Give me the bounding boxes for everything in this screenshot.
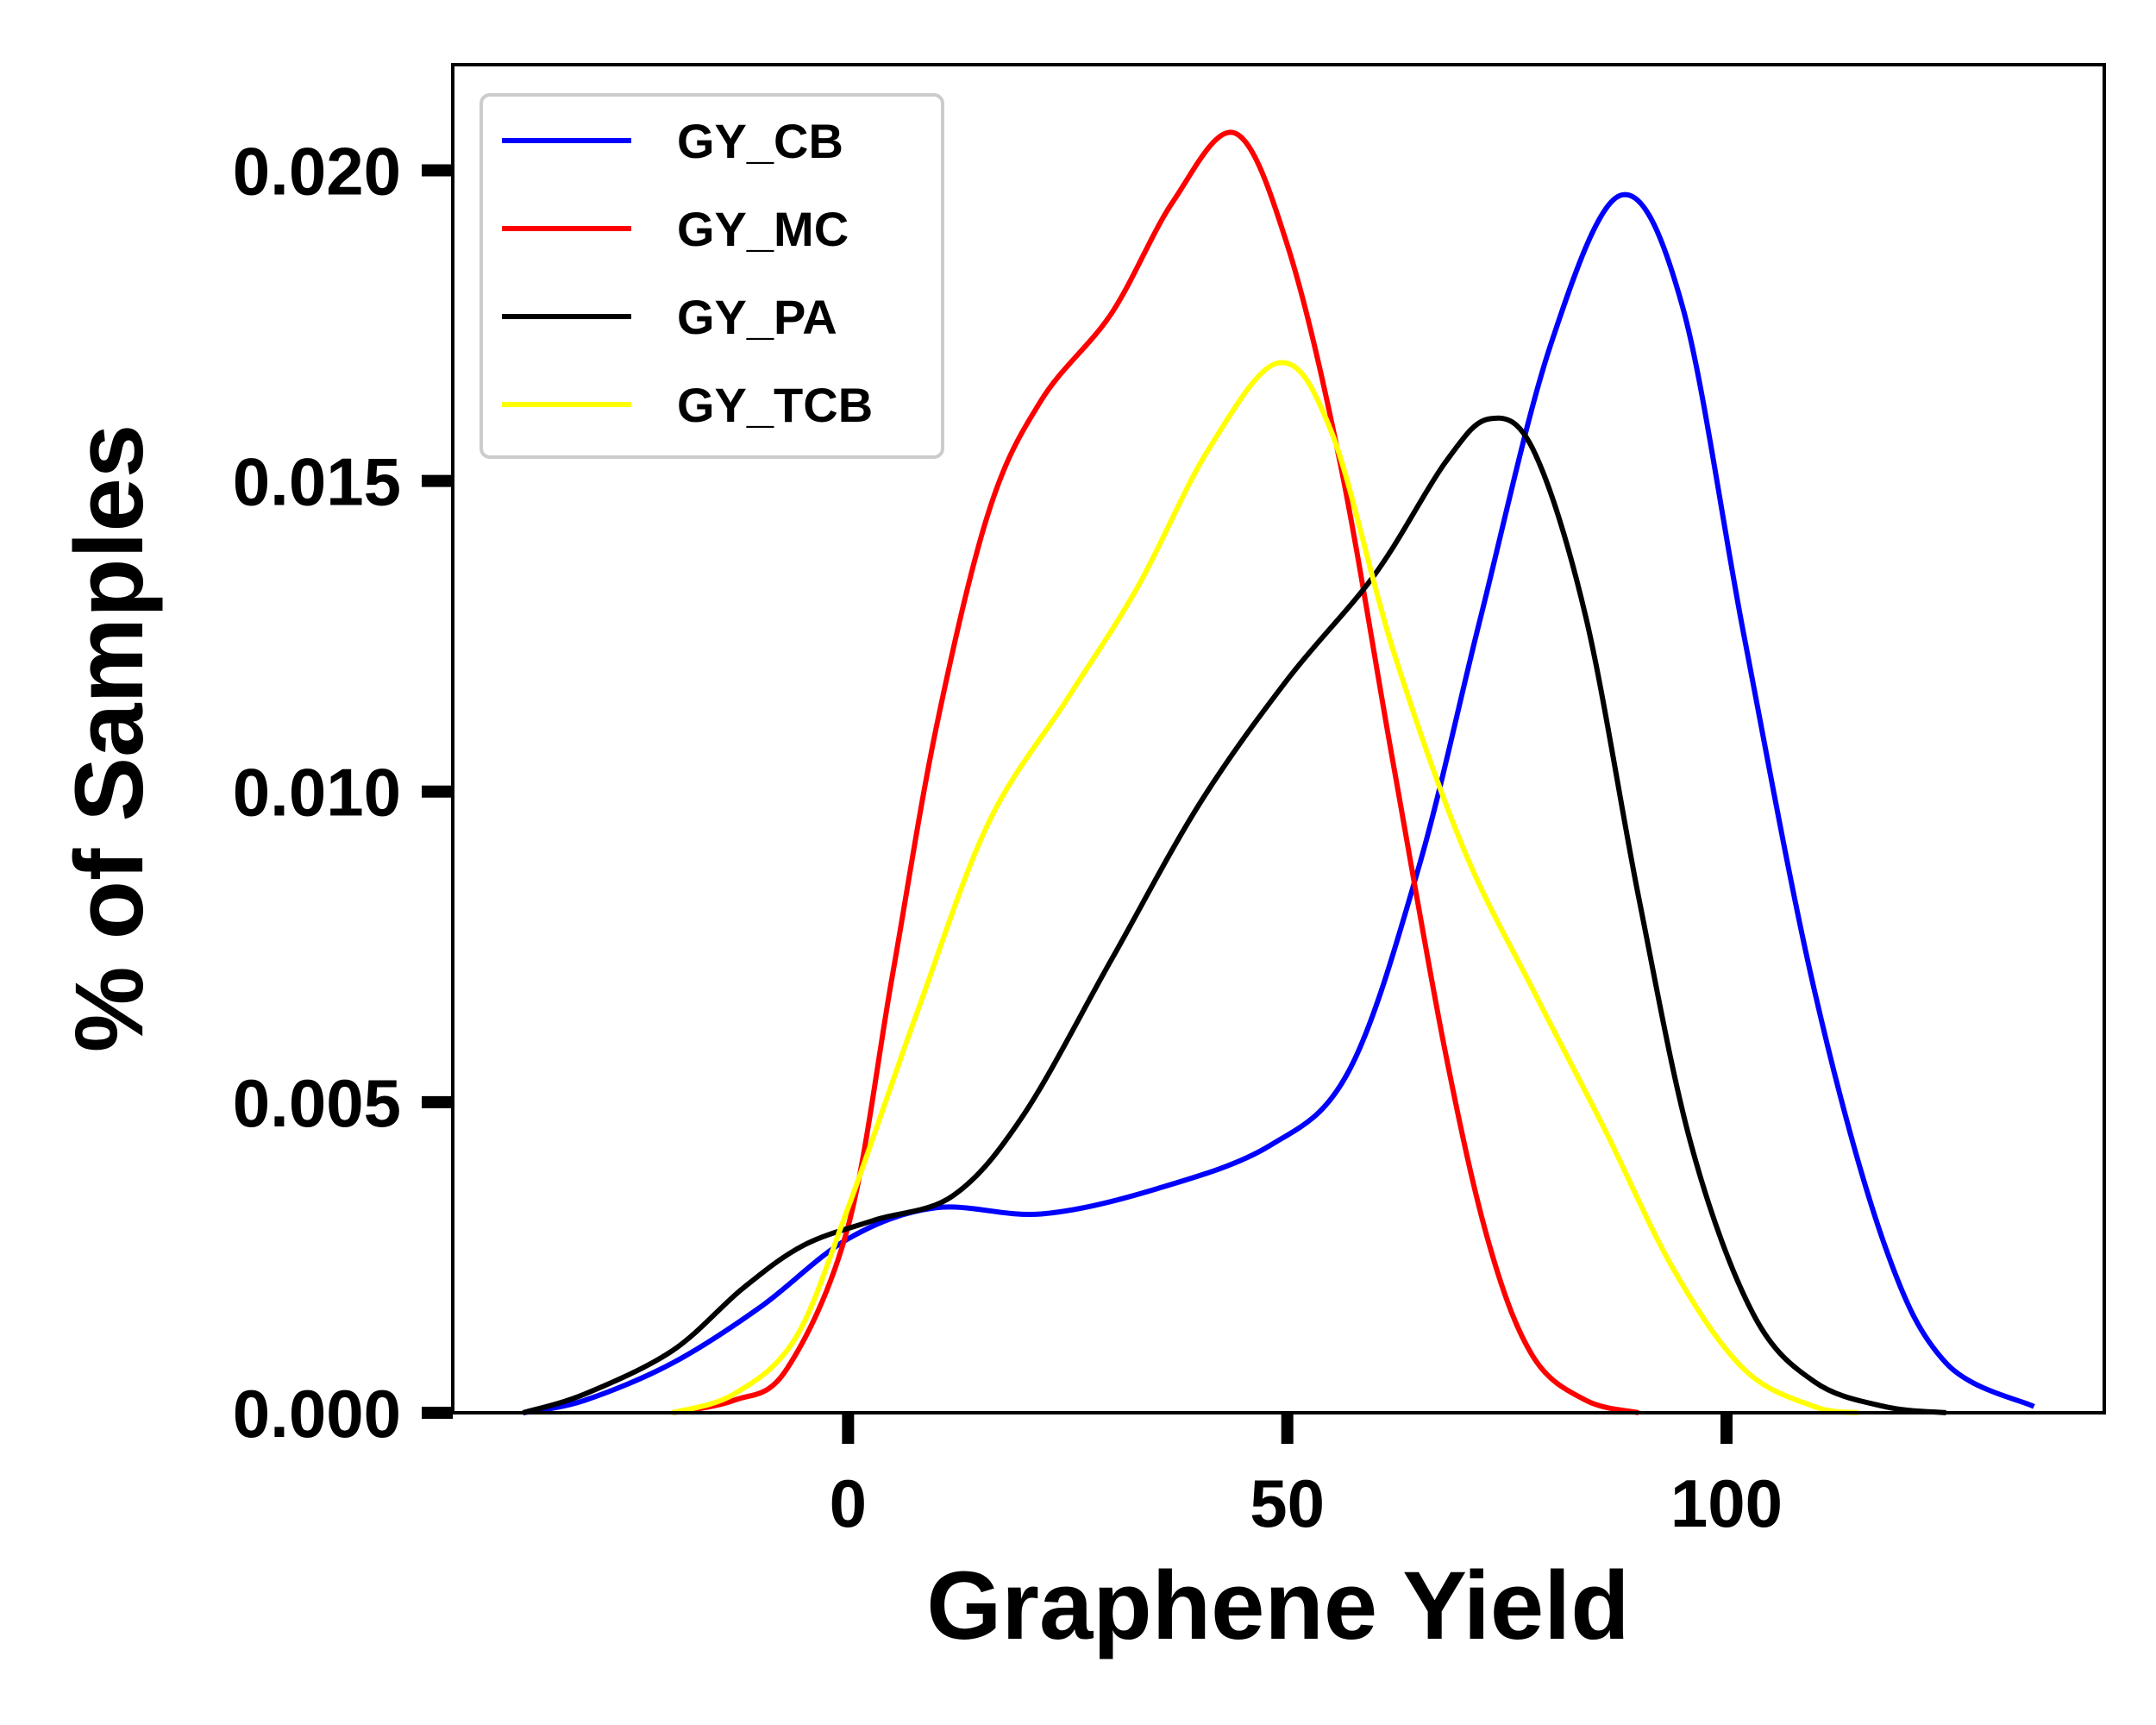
y-tick-label: 0.000: [233, 1376, 401, 1452]
x-axis: 0 50 100: [830, 1413, 1783, 1541]
y-axis: 0.000 0.005 0.010 0.015 0.020: [233, 133, 453, 1452]
y-axis-title: % of Samples: [55, 424, 163, 1052]
x-axis-title: Graphene Yield: [926, 1552, 1629, 1659]
y-tick-label: 0.010: [233, 755, 401, 831]
legend-label: GY_MC: [677, 202, 849, 256]
legend-box: [479, 93, 944, 459]
series-line-gy-tcb: [671, 360, 1859, 1415]
series-layer: [522, 129, 2035, 1415]
y-tick-label: 0.015: [233, 444, 401, 520]
y-tick-label: 0.020: [233, 133, 401, 209]
plot-frame: [451, 63, 2106, 1414]
x-tick-label: 100: [1670, 1465, 1783, 1541]
series-line-gy-mc: [672, 129, 1639, 1415]
series-line-gy-cb: [522, 191, 2035, 1415]
legend-label: GY_CB: [677, 114, 843, 168]
y-tick-label: 0.005: [233, 1065, 401, 1141]
legend-label: GY_TCB: [677, 378, 873, 432]
legend-label: GY_PA: [677, 290, 837, 344]
legend: GY_CB GY_MC GY_PA GY_TCB: [479, 93, 944, 459]
x-tick-label: 50: [1250, 1465, 1325, 1541]
x-tick-label: 0: [830, 1465, 867, 1541]
series-line-gy-pa: [522, 415, 1946, 1415]
